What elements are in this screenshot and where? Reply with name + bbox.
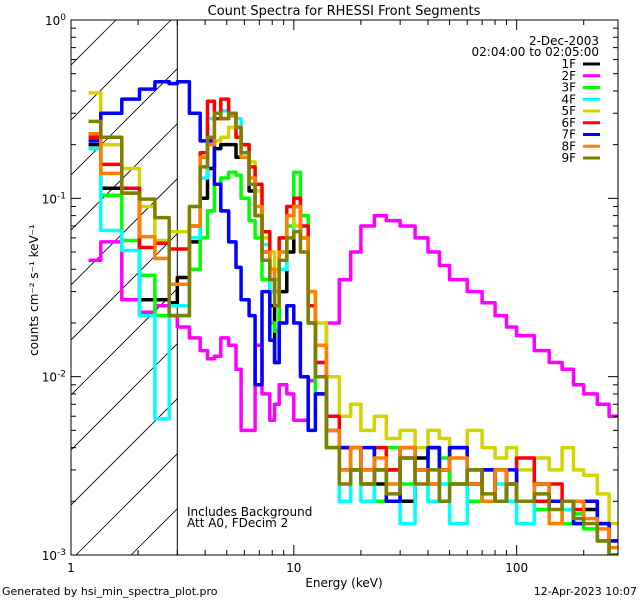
legend-label: 1F bbox=[561, 57, 576, 71]
legend-label: 4F bbox=[561, 92, 576, 106]
legend-item-6F: 6F bbox=[561, 116, 600, 130]
y-tick-label: 10-1 bbox=[42, 191, 66, 206]
legend-item-1F: 1F bbox=[561, 57, 600, 71]
legend-label: 9F bbox=[561, 151, 576, 165]
legend-item-2F: 2F bbox=[561, 69, 600, 83]
hatch-line bbox=[75, 453, 178, 555]
plot-frame bbox=[70, 19, 619, 556]
y-tick-label: 10-2 bbox=[42, 370, 66, 385]
x-tick-label: 100 bbox=[505, 561, 528, 575]
footer-timestamp: 12-Apr-2023 10:07 bbox=[534, 585, 637, 598]
hatch-line bbox=[71, 68, 178, 176]
hatch-line bbox=[71, 343, 178, 451]
x-axis-label: Energy (keV) bbox=[305, 576, 382, 590]
hatch-line bbox=[71, 20, 117, 66]
legend-label: 7F bbox=[561, 128, 576, 142]
axis-ticks: 1 10 100 100 10-1 10-2 10-3 bbox=[42, 13, 618, 575]
series-group bbox=[88, 80, 618, 555]
legend-item-3F: 3F bbox=[561, 81, 600, 95]
legend-label: 2F bbox=[561, 69, 576, 83]
y-tick-label: 10-3 bbox=[42, 548, 66, 563]
series-line-4F bbox=[88, 108, 618, 555]
date-label: 2-Dec-2003 bbox=[529, 34, 599, 48]
legend-label: 5F bbox=[561, 104, 576, 118]
legend-item-4F: 4F bbox=[561, 92, 600, 106]
series-line-9F bbox=[88, 111, 618, 555]
x-tick-label: 1 bbox=[67, 561, 75, 575]
y-tick-label: 100 bbox=[45, 13, 66, 28]
y-axis-label: counts cm⁻² s⁻¹ keV⁻¹ bbox=[27, 224, 41, 356]
hatch-line bbox=[461, 20, 640, 555]
hatch-line bbox=[71, 398, 178, 506]
shaded-region bbox=[0, 20, 640, 555]
hatch-line bbox=[71, 233, 178, 341]
time-range-label: 02:04:00 to 02:05:00 bbox=[472, 45, 599, 59]
legend-item-9F: 9F bbox=[561, 151, 600, 165]
x-tick-label: 10 bbox=[286, 561, 301, 575]
legend-item-5F: 5F bbox=[561, 104, 600, 118]
legend-item-8F: 8F bbox=[561, 139, 600, 153]
chart-title: Count Spectra for RHESSI Front Segments bbox=[208, 4, 481, 19]
legend-item-7F: 7F bbox=[561, 128, 600, 142]
legend-label: 8F bbox=[561, 139, 576, 153]
hatch-line bbox=[71, 20, 172, 121]
legend-label: 3F bbox=[561, 81, 576, 95]
legend-label: 6F bbox=[561, 116, 576, 130]
footer-generated-by: Generated by hsi_min_spectra_plot.pro bbox=[2, 585, 218, 598]
hatch-line bbox=[0, 20, 6, 555]
annotation-attenuator: Att A0, FDecim 2 bbox=[187, 516, 288, 530]
annotation-background: Includes Background bbox=[187, 505, 312, 519]
